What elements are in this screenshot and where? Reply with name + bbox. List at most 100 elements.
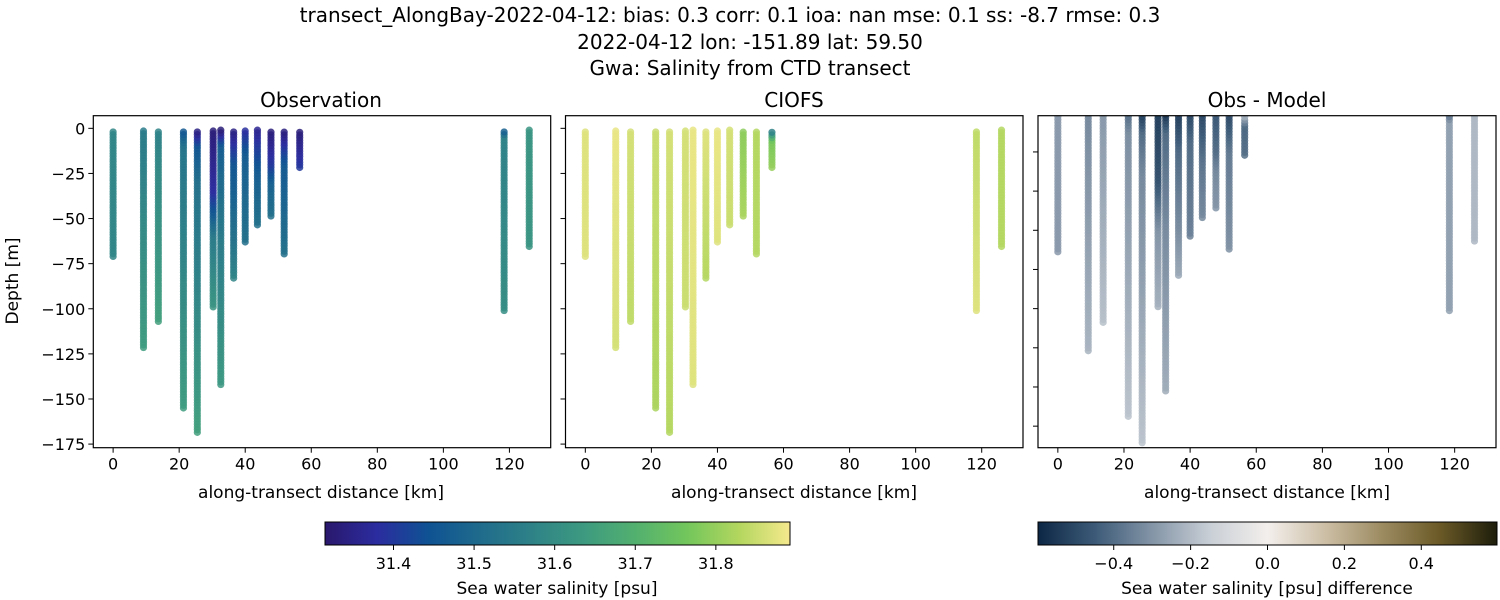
data-point: [1241, 115, 1249, 121]
data-point: [209, 127, 217, 135]
casts: [109, 126, 533, 436]
data-point: [752, 128, 761, 136]
data-point: [1471, 115, 1478, 119]
data-point: [1084, 115, 1092, 120]
cast-point-series: [1124, 115, 1132, 420]
y-tick-label: −150: [41, 390, 85, 409]
y-tick-label: −125: [41, 345, 85, 364]
cast-point-series: [768, 128, 776, 172]
cast-point-series: [972, 128, 981, 315]
axes-frame: [564, 115, 1024, 449]
cast-point-series: [1241, 115, 1249, 159]
x-tick-label: 60: [1246, 455, 1266, 474]
data-point: [1198, 115, 1206, 119]
data-point: [1174, 115, 1183, 121]
cast-point-series: [241, 127, 249, 246]
x-tick-label: 0: [108, 455, 118, 474]
cast-point-series: [1445, 115, 1453, 315]
colorbar-tick-label: 0.2: [1332, 554, 1357, 573]
data-point: [726, 126, 734, 134]
data-point: [713, 127, 722, 135]
figure-title-line-2: 2022-04-12 lon: -151.89 lat: 59.50: [577, 30, 923, 54]
data-point: [768, 128, 776, 136]
data-point: [702, 128, 710, 136]
salinity-colorbar: [324, 521, 791, 546]
cast-point-series: [267, 128, 275, 220]
data-point: [689, 126, 697, 134]
cast-point-series: [1212, 115, 1220, 212]
x-tick-label: 80: [367, 455, 387, 474]
x-tick-label: 80: [839, 455, 859, 474]
data-point: [681, 127, 690, 135]
data-point: [525, 126, 533, 134]
cast-point-series: [713, 127, 722, 246]
data-point: [179, 128, 188, 136]
cast-point-series: [525, 126, 533, 251]
cast-point-series: [689, 126, 697, 389]
data-point: [154, 128, 162, 136]
cast-point-series: [109, 128, 117, 261]
cast-point-series: [1138, 115, 1146, 447]
data-point: [739, 128, 747, 136]
cast-point-series: [217, 126, 225, 389]
data-point: [997, 126, 1006, 134]
data-point: [1225, 115, 1233, 121]
y-axis-label: Depth [m]: [3, 237, 23, 324]
data-point: [241, 127, 249, 135]
data-point: [626, 128, 635, 136]
data-point: [296, 128, 304, 136]
data-point: [581, 128, 589, 136]
data-point: [253, 126, 262, 134]
x-tick-label: 20: [641, 455, 661, 474]
x-tick-label: 60: [301, 455, 321, 474]
data-point: [500, 128, 508, 136]
x-tick-label: 0: [1053, 455, 1063, 474]
cast-point-series: [500, 128, 508, 315]
x-axis-label-observation: along-transect distance [km]: [198, 483, 444, 503]
x-tick-label: 20: [169, 455, 189, 474]
cast-point-series: [253, 126, 262, 229]
cast-point-series: [193, 128, 201, 436]
cast-point-series: [179, 128, 188, 412]
cast-point-series: [1198, 115, 1206, 222]
x-tick-label: 0: [580, 455, 590, 474]
data-point: [1138, 115, 1146, 121]
x-axis-label-ciofs: along-transect distance [km]: [671, 483, 917, 503]
x-tick-label: 120: [494, 455, 525, 474]
x-axis-label-obs-model: along-transect distance [km]: [1144, 483, 1390, 503]
data-point: [652, 128, 660, 136]
data-point: [1212, 115, 1220, 121]
x-tick-label: 40: [235, 455, 255, 474]
x-tick-label: 100: [900, 455, 931, 474]
salinity-colorbar-label: Sea water salinity [psu]: [457, 579, 658, 599]
cast-point-series: [154, 128, 162, 325]
cast-point-series: [652, 128, 660, 412]
x-tick-label: 80: [1312, 455, 1332, 474]
cast-point-series: [280, 128, 288, 258]
cast-point-series: [739, 128, 747, 220]
cast-point-series: [997, 126, 1006, 251]
panel-2: 0 20 40 60 80 100 120: [1033, 115, 1497, 474]
cast-point-series: [1099, 115, 1107, 326]
colorbar-tick-label: 0.4: [1409, 554, 1434, 573]
cast-point-series: [1154, 115, 1162, 311]
panel-title-ciofs: CIOFS: [764, 88, 823, 112]
x-tick-label: 100: [428, 455, 459, 474]
panel-title-obs-model: Obs - Model: [1208, 88, 1327, 112]
data-point: [612, 127, 620, 135]
y-tick-label: −175: [41, 435, 85, 454]
colorbar-tick-label: 31.4: [376, 554, 412, 573]
cast-point-series: [1054, 115, 1062, 256]
colorbar-tick-label: 31.5: [456, 554, 492, 573]
y-tick-label: 0: [75, 119, 85, 138]
y-tick-label: −25: [52, 164, 86, 183]
cast-point-series: [1174, 115, 1183, 279]
cast-point-series: [581, 128, 589, 261]
data-point: [1162, 115, 1170, 119]
cast-point-series: [1186, 115, 1194, 240]
cast-point-series: [209, 127, 217, 311]
colorbar-tick-label: 0.0: [1255, 554, 1280, 573]
x-tick-label: 40: [1180, 455, 1200, 474]
data-point: [280, 128, 288, 136]
cast-point-series: [296, 128, 304, 172]
